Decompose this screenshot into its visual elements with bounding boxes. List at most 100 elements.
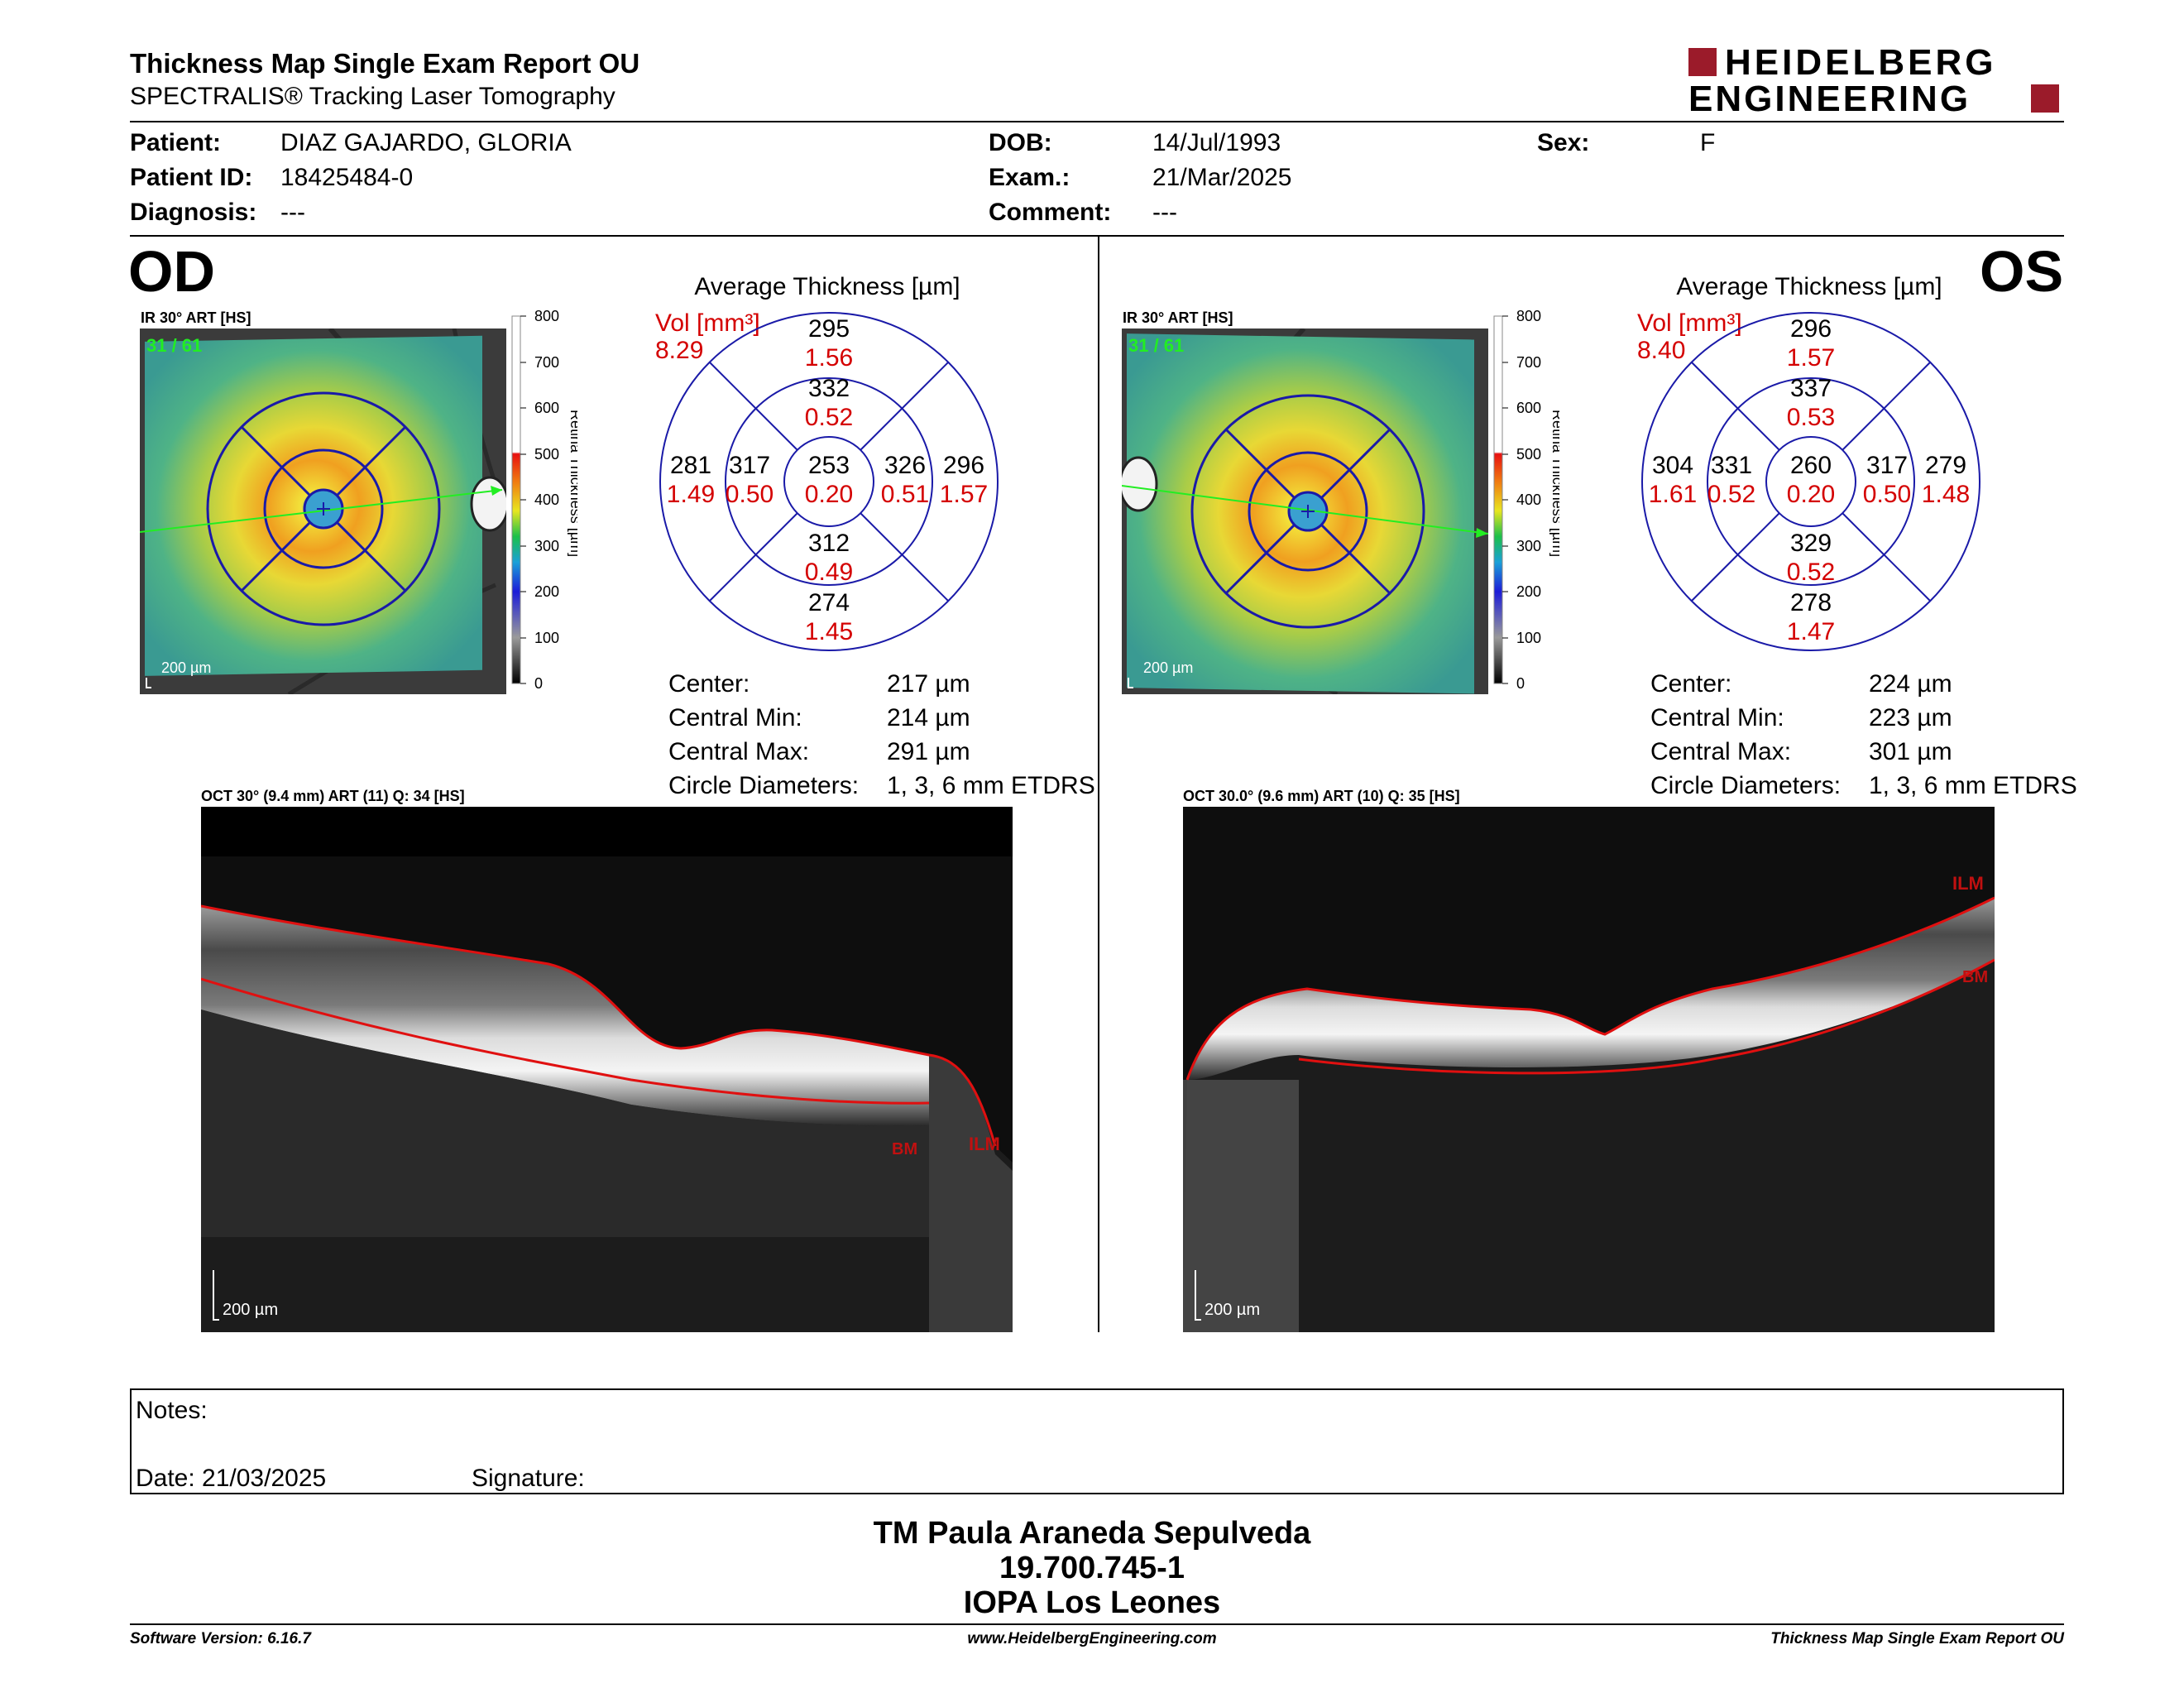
os-ir-label: IR 30° ART [HS]	[1123, 309, 1233, 326]
od-vol-value: 8.29	[655, 337, 704, 364]
heidelberg-logo: HEIDELBERG ENGINEERING	[1688, 43, 2059, 117]
scale-tick-800: 800	[1516, 308, 1541, 324]
os-outer-sup-volume: 1.57	[1787, 344, 1835, 372]
os-scale-label: Retina Thickness [µm]	[1549, 410, 1559, 557]
exam-label: Exam.:	[989, 164, 1070, 191]
scale-tick-300: 300	[1516, 538, 1541, 554]
os-central-max-value: 301 µm	[1869, 738, 1952, 765]
os-color-scale: 800 700 600 500 400 300 200 100 0 Retina…	[1493, 308, 1559, 692]
scale-tick-500: 500	[1516, 446, 1541, 463]
os-inner-right-volume: 0.50	[1863, 481, 1911, 508]
od-central-max-value: 291 µm	[887, 738, 970, 765]
header-divider	[130, 121, 2064, 122]
os-central-min-value: 223 µm	[1869, 704, 1952, 731]
od-inner-inf-thickness: 312	[808, 530, 850, 557]
eye-heading-os: OS	[1980, 239, 2064, 304]
comment-value: ---	[1152, 199, 1177, 226]
os-oct-scan: ILM BM 200 µm	[1183, 807, 1995, 1332]
od-outer-right-volume: 1.57	[940, 481, 988, 508]
os-inner-sup-thickness: 337	[1790, 375, 1832, 402]
dob-label: DOB:	[989, 129, 1052, 156]
os-outer-inf-thickness: 278	[1790, 589, 1832, 616]
od-map-scalebar: 200 µm	[161, 659, 211, 676]
notes-box[interactable]	[130, 1388, 2064, 1494]
logo-line1: HEIDELBERG	[1725, 43, 1996, 83]
os-etdrs-grid: 296 1.57 337 0.53 260 0.20 331 0.52 317 …	[1641, 312, 1980, 651]
od-outer-right-thickness: 296	[943, 452, 984, 479]
od-ir-label: IR 30° ART [HS]	[141, 309, 251, 326]
os-inner-inf-volume: 0.52	[1787, 559, 1835, 586]
footer-software-version: Software Version: 6.16.7	[130, 1630, 311, 1647]
os-outer-inf-volume: 1.47	[1787, 618, 1835, 645]
os-center-volume: 0.20	[1787, 481, 1835, 508]
scale-tick-0: 0	[1516, 675, 1525, 692]
patient-id-value: 18425484-0	[280, 164, 414, 191]
footer-website[interactable]: www.HeidelbergEngineering.com	[967, 1630, 1217, 1647]
os-outer-left-thickness: 304	[1652, 452, 1693, 479]
od-center-volume: 0.20	[805, 481, 853, 508]
scale-tick-400: 400	[534, 492, 559, 508]
od-outer-sup-thickness: 295	[808, 315, 850, 343]
os-outer-left-volume: 1.61	[1649, 481, 1697, 508]
scale-tick-200: 200	[1516, 583, 1541, 600]
od-central-min-value: 214 µm	[887, 704, 970, 731]
notes-date: Date: 21/03/2025	[136, 1465, 327, 1492]
eye-heading-od: OD	[128, 239, 215, 304]
os-central-max-label: Central Max:	[1650, 738, 1792, 765]
scale-tick-0: 0	[534, 675, 543, 692]
od-etdrs-grid: 295 1.56 332 0.52 253 0.20 317 0.50 326 …	[659, 312, 999, 651]
od-circle-diameters-value: 1, 3, 6 mm ETDRS	[887, 772, 1095, 799]
signature-org: IOPA Los Leones	[963, 1585, 1221, 1620]
signature-name: TM Paula Araneda Sepulveda	[873, 1516, 1311, 1551]
od-center-thickness: 253	[808, 452, 850, 479]
os-bm-label: BM	[1962, 968, 1988, 986]
os-inner-inf-thickness: 329	[1790, 530, 1832, 557]
os-central-min-label: Central Min:	[1650, 704, 1784, 731]
scale-tick-800: 800	[534, 308, 559, 324]
od-outer-left-volume: 1.49	[667, 481, 715, 508]
od-outer-sup-volume: 1.56	[805, 344, 853, 372]
od-circle-diameters-label: Circle Diameters:	[668, 772, 860, 799]
notes-label: Notes:	[136, 1397, 208, 1424]
od-outer-inf-thickness: 274	[808, 589, 850, 616]
logo-line2: ENGINEERING	[1688, 79, 1971, 117]
os-oct-label: OCT 30.0° (9.6 mm) ART (10) Q: 35 [HS]	[1183, 788, 1460, 804]
os-center-thickness: 260	[1790, 452, 1832, 479]
diagnosis-value: ---	[280, 199, 305, 226]
scale-tick-500: 500	[534, 446, 559, 463]
os-ilm-label: ILM	[1952, 873, 1984, 894]
od-inner-left-volume: 0.50	[726, 481, 774, 508]
od-inner-inf-volume: 0.49	[805, 559, 853, 586]
os-vol-label: Vol [mm³]	[1637, 309, 1742, 337]
patient-name: DIAZ GAJARDO, GLORIA	[280, 129, 572, 156]
od-ilm-label: ILM	[969, 1134, 1000, 1154]
os-thickness-map: 31 / 61 200 µm	[1122, 328, 1488, 694]
od-central-max-label: Central Max:	[668, 738, 810, 765]
scale-tick-600: 600	[534, 400, 559, 416]
os-center-label: Center:	[1650, 670, 1732, 698]
od-color-scale: 800 700 600 500 400 300 200 100 0 Retina…	[511, 308, 577, 692]
os-outer-right-volume: 1.48	[1922, 481, 1970, 508]
od-oct-scan: BM ILM 200 µm	[201, 807, 1013, 1332]
os-vol-value: 8.40	[1637, 337, 1686, 364]
report-subtitle: SPECTRALIS® Tracking Laser Tomography	[130, 83, 615, 110]
os-outer-right-thickness: 279	[1925, 452, 1966, 479]
od-oct-scalebar: 200 µm	[223, 1301, 278, 1319]
exam-value: 21/Mar/2025	[1152, 164, 1292, 191]
od-inner-left-thickness: 317	[729, 452, 770, 479]
od-inner-sup-volume: 0.52	[805, 404, 853, 431]
footer-divider	[130, 1623, 2064, 1625]
sex-value: F	[1700, 129, 1716, 156]
os-frame-counter: 31 / 61	[1128, 335, 1184, 356]
os-oct-scalebar: 200 µm	[1205, 1301, 1260, 1319]
scale-tick-100: 100	[534, 630, 559, 646]
center-divider	[1098, 237, 1099, 1332]
comment-label: Comment:	[989, 199, 1112, 226]
od-frame-counter: 31 / 61	[146, 335, 202, 356]
patient-label: Patient:	[130, 129, 222, 156]
od-avg-title: Average Thickness [µm]	[694, 273, 960, 300]
os-outer-sup-thickness: 296	[1790, 315, 1832, 343]
report-title: Thickness Map Single Exam Report OU	[130, 48, 640, 79]
scale-tick-100: 100	[1516, 630, 1541, 646]
od-inner-right-thickness: 326	[884, 452, 926, 479]
